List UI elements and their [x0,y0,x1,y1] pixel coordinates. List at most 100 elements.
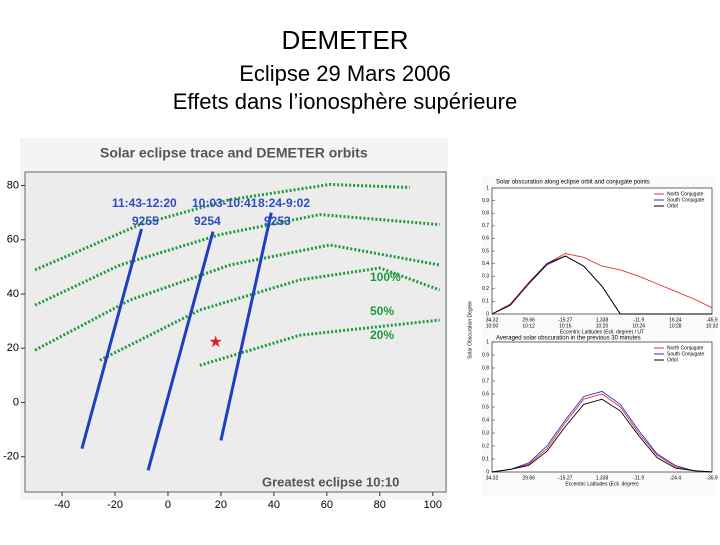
eclipse-contour [99,266,441,362]
y-tick-label: 0.6 [482,236,489,242]
x-tick-label: -20 [107,499,123,511]
x-tick-label: 10:00 [486,323,499,329]
chart-title: Averaged solar obscuration in the previo… [496,336,641,342]
y-tick-label: 0.8 [482,365,489,371]
eclipse-contour [34,182,410,272]
map-title: Solar eclipse trace and DEMETER orbits [100,145,368,161]
x-tick-label: 10:24 [632,323,645,329]
x-tick-label: -24.4 [670,475,682,481]
legend-label: Orbit [667,357,678,363]
y-tick-label: 0.3 [482,274,489,280]
x-tick-label: 40 [268,499,280,511]
y-tick-label: 60 [7,234,19,246]
map-annotation: 9254 [194,214,221,228]
legend-label: Orbit [667,203,678,209]
x-tick-label: -35.9 [706,475,718,481]
map-area [24,171,447,493]
x-tick-label: 34.32 [486,317,499,323]
x-tick-label: 10:12 [522,323,535,329]
x-tick-label: -45.9 [706,317,718,323]
x-tick-label: 34.32 [486,475,499,481]
x-axis-label: Eccentric Latitudes (Ecli. degree) [565,481,639,487]
map-annotation: 50% [370,304,394,318]
y-tick-label: 0.2 [482,286,489,292]
y-tick-label: 0 [486,311,489,317]
x-tick-label: -11.9 [633,475,644,481]
x-tick-label: 10:20 [596,323,609,329]
x-tick-label: 29.66 [522,475,535,481]
x-tick-label: 10:28 [669,323,682,329]
legend-label: North Conjugate [667,345,704,351]
x-tick-label: 80 [374,499,386,511]
y-tick-label: 0 [486,469,489,475]
map-annotation: 9255 [132,214,159,228]
x-tick-label: -40 [54,499,70,511]
x-tick-label: 1.338 [596,475,609,481]
y-tick-label: 0.9 [482,198,489,204]
y-tick-label: -20 [3,451,19,463]
map-annotation: 10:03-10:41 [192,196,258,210]
x-axis-label: Eccentric Latitudes (Ecli. degree) / UT [560,329,644,335]
y-tick-label: 0.9 [482,352,489,358]
orbit-track [219,212,273,441]
y-tick-label: 0.8 [482,211,489,217]
series-line [491,398,713,473]
map-annotation: Greatest eclipse 10:10 [262,474,399,489]
y-axis-label: Solar Obscuration Degree [467,301,473,359]
eclipse-contour [34,243,440,352]
slide-subtitle: Eclipse 29 Mars 2006 [239,61,451,86]
chart-title: Solar obscuration along eclipse orbit an… [496,180,650,186]
x-tick-label: -11.9 [633,317,644,323]
slide-subtitle: Effets dans l’ionosphère supérieure [173,89,517,114]
y-tick-label: 0 [13,396,19,408]
x-tick-label: 16.24 [669,317,682,323]
series-line [491,255,712,315]
eclipse-marker: ★ [208,334,222,351]
map-annotation: 20% [370,328,394,342]
x-tick-label: 100 [424,499,442,511]
legend-label: South Conjugate [667,197,704,203]
y-tick-label: 0.5 [482,404,489,410]
x-tick-label: 0 [165,499,171,511]
series-line [491,393,713,473]
y-tick-label: 0.7 [482,378,489,384]
x-tick-label: 60 [321,499,333,511]
y-tick-label: 0.3 [482,430,489,436]
eclipse-contour [34,213,440,307]
x-tick-label: 1.338 [596,317,609,323]
y-tick-label: 0.6 [482,391,489,397]
slide-title: DEMETER [281,25,408,55]
y-tick-label: 20 [7,342,19,354]
orbit-track [80,228,143,450]
y-tick-label: 0.1 [482,456,489,462]
x-tick-label: 10:32 [706,323,719,329]
series-line [491,390,713,473]
y-tick-label: 40 [7,288,19,300]
legend-label: South Conjugate [667,351,704,357]
legend-label: North Conjugate [667,191,704,197]
map-annotation: 11:43-12:20 [112,196,177,210]
y-tick-label: 0.1 [482,299,489,305]
x-tick-label: 20 [215,499,227,511]
y-tick-label: 80 [7,179,19,191]
map-annotation: 100% [370,270,401,284]
x-tick-label: 10:16 [559,323,572,329]
y-tick-label: 0.4 [482,417,489,423]
map-annotation: 9253 [264,214,291,228]
plot-area [491,341,713,473]
eclipse-contour [199,318,440,367]
y-tick-label: 1 [486,185,489,191]
x-tick-label: -15.27 [558,475,572,481]
x-tick-label: 29.66 [522,317,535,323]
y-tick-label: 0.4 [482,261,489,267]
y-tick-label: 0.2 [482,443,489,449]
map-annotation: 8:24-9:02 [258,196,310,210]
series-line [491,253,713,315]
y-tick-label: 0.7 [482,223,489,229]
y-tick-label: 1 [486,339,489,345]
x-tick-label: -15.27 [558,317,572,323]
y-tick-label: 0.5 [482,248,489,254]
orbit-track [146,231,215,471]
plot-area [491,187,713,315]
